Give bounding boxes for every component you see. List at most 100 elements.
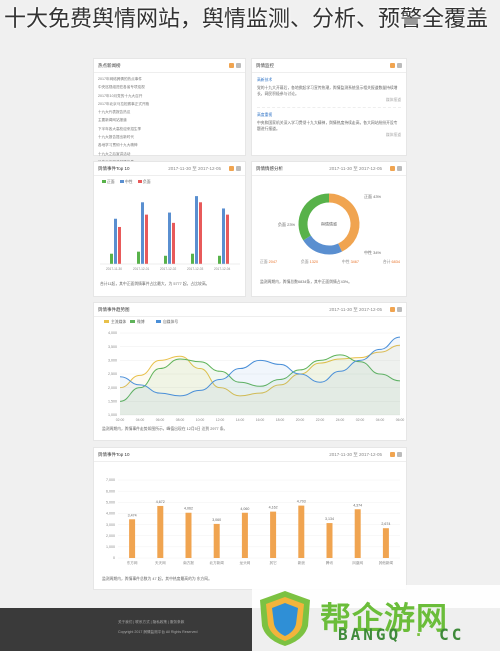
news-row[interactable]: 2017年10月党的十九大召开: [98, 93, 143, 98]
x-tick-label: 2017-11-30: [106, 267, 122, 271]
bar: [114, 218, 117, 264]
bar: [137, 251, 140, 264]
news-row[interactable]: 十九大之后宣讲活动: [98, 151, 131, 156]
sentiment-header: 舆情情感分析 2017-11-30 至 2017-12-05: [252, 162, 406, 176]
y-tick-label: 0: [113, 556, 115, 560]
y-tick-label: 2,500: [108, 372, 117, 376]
x-tick-label: 凤凰网: [352, 560, 363, 565]
x-tick-label: 其它: [270, 560, 278, 565]
y-tick-label: 2,000: [108, 386, 117, 390]
bar-value-label: 4,162: [269, 506, 278, 510]
news-row[interactable]: 中央巡视组进驻各省专项巡视: [98, 85, 145, 90]
bar: [172, 222, 175, 264]
divider: [257, 107, 401, 108]
x-tick-label: 02:00: [116, 418, 125, 422]
sentiment-donut-chart: 舆情情感 正面 43% 负面 23% 中性 34%: [278, 193, 382, 255]
x-tick-label: 2017-12-02: [160, 267, 177, 271]
x-tick-label: 18:00: [276, 418, 285, 422]
x-tick-label: 其他新闻: [379, 560, 394, 565]
feed-item-text: 党的十九大开幕后，各地掀起学习宣传热潮，舆情监测系统显示相关报道数量持续增长，网…: [257, 86, 398, 96]
date-range[interactable]: 2017-11-30 至 2017-12-05: [329, 306, 382, 312]
date-range[interactable]: 2017-11-30 至 2017-12-05: [168, 165, 221, 171]
y-tick-label: 4,000: [108, 331, 117, 335]
news-row[interactable]: 十九大报告提出新时代: [98, 135, 134, 140]
y-tick-label: 1,000: [106, 545, 115, 549]
refresh-icon[interactable]: [390, 166, 395, 171]
more-icon[interactable]: [236, 63, 241, 68]
news-row[interactable]: 2017年网络舆情的热点事件: [98, 77, 142, 81]
sentiment-stats: 正面 2047 负面 1320 中性 3467 合计 6834: [260, 260, 400, 265]
bar: [199, 202, 202, 264]
bar-value-label: 4,703: [297, 500, 306, 504]
refresh-icon[interactable]: [390, 452, 395, 457]
donut-label: 正面 43%: [364, 194, 382, 199]
legend-label: 自媒体号: [163, 319, 178, 324]
bar: [129, 519, 136, 558]
bar: [222, 208, 225, 264]
legend-label: 正面: [107, 179, 115, 184]
watermark-brand: 帮企游网: [320, 601, 448, 637]
x-tick-label: 北方新闻: [210, 560, 225, 565]
more-icon[interactable]: [397, 452, 402, 457]
x-tick-label: 腾讯: [326, 560, 334, 565]
footer-links[interactable]: 关于我们 | 联系方式 | 隐私政策 | 服务条款: [118, 620, 185, 624]
date-range[interactable]: 2017-11-30 至 2017-12-05: [329, 451, 382, 457]
y-tick-label: 4,000: [106, 512, 115, 516]
legend-swatch: [104, 320, 109, 323]
donut-center-label: 舆情情感: [321, 221, 337, 227]
bar: [213, 523, 220, 558]
news-row[interactable]: 2017年北京马拉松赛事正式开跑: [98, 101, 150, 106]
trend-panel: 舆情事件趋势图 2017-11-30 至 2017-12-05 主流媒体 微博 自媒…: [93, 302, 407, 441]
donut-label: 负面 23%: [278, 221, 296, 227]
feed-item-title[interactable]: 高度重视: [257, 113, 273, 117]
x-tick-label: 06:00: [396, 418, 405, 422]
feed-item-title[interactable]: 高新技术: [257, 78, 273, 82]
x-tick-label: 02:00: [356, 418, 365, 422]
sentiment-panel: 舆情情感分析 2017-11-30 至 2017-12-05 舆情情感 正面 43…: [251, 161, 407, 297]
stat-item: 中性 3467: [341, 260, 360, 264]
bar: [110, 253, 113, 264]
bar: [118, 226, 121, 264]
legend-label: 中性: [125, 179, 133, 184]
legend-swatch: [120, 180, 124, 183]
bar: [298, 505, 305, 558]
chart-summary: 监测周期内，舆情事件总数为 47 起，其中热度最高的为 东方网。: [102, 577, 212, 581]
donut-slice: [328, 193, 360, 252]
chart-summary: 合计11起，其中正面舆情事件占比最大，为 5777 起，占比较高。: [100, 282, 210, 286]
news-row[interactable]: 主要新闻网站报道: [98, 118, 127, 123]
bar: [326, 523, 333, 558]
monitor-title: 舆情监控: [256, 62, 274, 68]
feed-item-text: 中央和国家机关深入学习贯彻十九大精神，舆情热度持续走高，各大网站纷纷开设专题进行…: [257, 121, 398, 131]
bar: [141, 202, 144, 264]
refresh-icon[interactable]: [390, 307, 395, 312]
top10-header: 舆情事件Top 10 2017-11-30 至 2017-12-05: [94, 162, 245, 176]
more-icon[interactable]: [397, 63, 402, 68]
x-tick-label: 24:00: [336, 418, 345, 422]
more-icon[interactable]: [397, 166, 402, 171]
news-row[interactable]: 下半年各大高校迎来招生季: [98, 126, 142, 131]
legend-label: 微博: [137, 319, 145, 324]
top10-title: 舆情事件Top 10: [98, 165, 130, 171]
bar: [226, 214, 229, 264]
feed-item[interactable]: 高度重视 中央和国家机关深入学习贯彻十九大精神，舆情热度持续走高，各大网站纷纷开…: [257, 112, 401, 138]
legend-swatch: [130, 320, 135, 323]
x-tick-label: 22:00: [316, 418, 325, 422]
more-icon[interactable]: [236, 166, 241, 171]
more-icon[interactable]: [397, 307, 402, 312]
legend-swatch: [156, 320, 161, 323]
news-row[interactable]: 各地学习贯彻十九大精神: [98, 143, 138, 148]
refresh-icon[interactable]: [229, 63, 234, 68]
news-row[interactable]: 十九大代表报告热议: [98, 110, 131, 115]
feed-item[interactable]: 高新技术 党的十九大开幕后，各地掀起学习宣传热潮，舆情监测系统显示相关报道数量持…: [257, 77, 401, 103]
bar: [185, 512, 192, 558]
bar-value-label: 2,674: [381, 522, 390, 526]
bar: [164, 255, 167, 264]
y-tick-label: 7,000: [106, 478, 115, 482]
refresh-icon[interactable]: [229, 166, 234, 171]
x-tick-label: 天天网: [155, 561, 166, 565]
bar-value-label: 4,672: [156, 500, 165, 504]
trend-line-chart: 主流媒体 微博 自媒体号 1,000 1,500 2,000 2,500 3,000 3,500…: [104, 319, 405, 422]
date-range[interactable]: 2017-11-30 至 2017-12-05: [329, 165, 382, 171]
refresh-icon[interactable]: [390, 63, 395, 68]
x-tick-label: 2017-12-01: [133, 267, 150, 271]
